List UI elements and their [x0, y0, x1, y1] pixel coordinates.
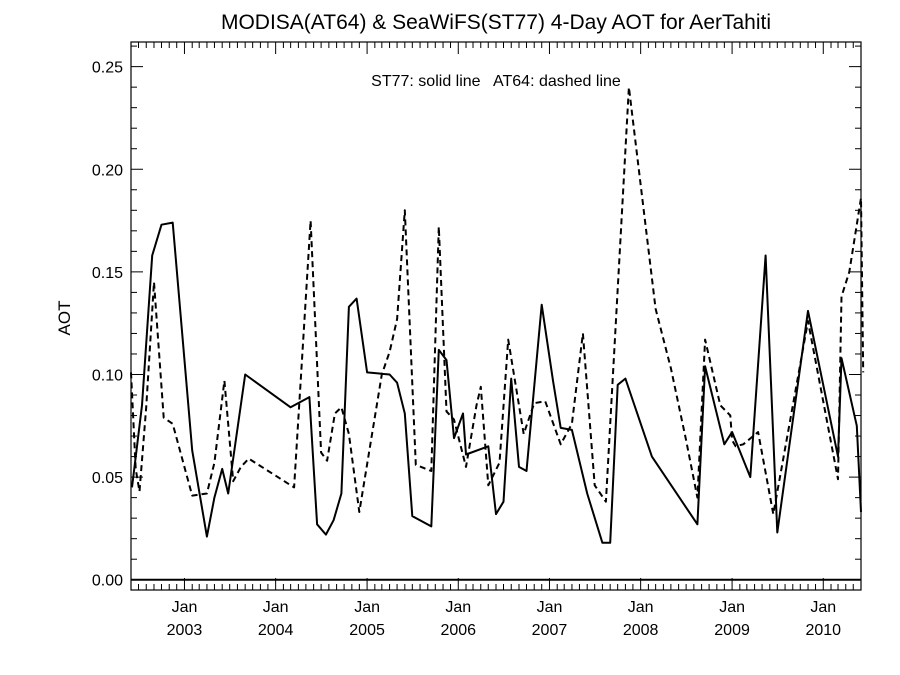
- series-at64-line: [130, 86, 865, 516]
- x-tick-year: 2008: [623, 622, 659, 639]
- x-tick-month: Jan: [445, 599, 471, 616]
- x-tick-year: 2010: [805, 622, 841, 639]
- chart-title: MODISA(AT64) & SeaWiFS(ST77) 4-Day AOT f…: [221, 11, 771, 34]
- series-group: [130, 86, 865, 544]
- y-tick-label: 0.00: [92, 573, 123, 590]
- y-tick-label: 0.10: [92, 367, 123, 384]
- x-tick-year: 2005: [349, 622, 385, 639]
- x-tick-year: 2003: [167, 622, 203, 639]
- series-st77-line: [131, 221, 862, 544]
- x-tick-month: Jan: [172, 599, 198, 616]
- y-axis-ticks: 0.00 0.05 0.10 0.15 0.20 0.25: [92, 45, 861, 590]
- y-axis-label: AOT: [55, 301, 74, 336]
- y-tick-label: 0.20: [92, 162, 123, 179]
- y-tick-label: 0.05: [92, 470, 123, 487]
- x-tick-month: Jan: [719, 599, 745, 616]
- x-tick-year: 2006: [440, 622, 476, 639]
- x-axis-ticks: Jan 2003 Jan 2004 Jan 2005 Jan 2006 Jan 2007 Jan 20…: [130, 42, 862, 639]
- y-tick-label: 0.15: [92, 265, 123, 282]
- x-tick-month: Jan: [354, 599, 380, 616]
- x-tick-month: Jan: [537, 599, 563, 616]
- x-tick-year: 2009: [714, 622, 750, 639]
- x-tick-year: 2007: [532, 622, 568, 639]
- legend-annotation: ST77: solid line AT64: dashed line: [371, 73, 621, 90]
- y-tick-label: 0.25: [92, 60, 123, 77]
- x-tick-month: Jan: [810, 599, 836, 616]
- x-tick-month: Jan: [628, 599, 654, 616]
- x-tick-year: 2004: [258, 622, 294, 639]
- x-tick-month: Jan: [263, 599, 289, 616]
